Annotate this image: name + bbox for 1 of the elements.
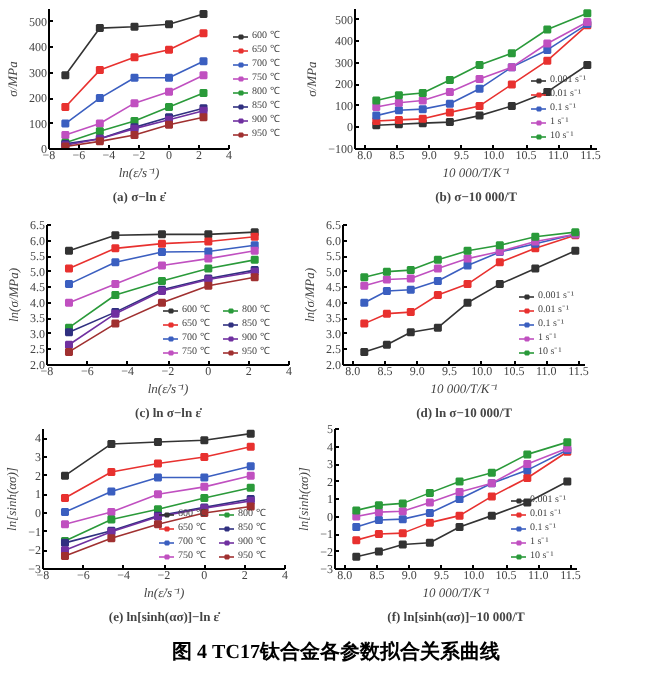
caption: 图 4 TC17钛合金各参数拟合关系曲线 <box>170 639 502 666</box>
